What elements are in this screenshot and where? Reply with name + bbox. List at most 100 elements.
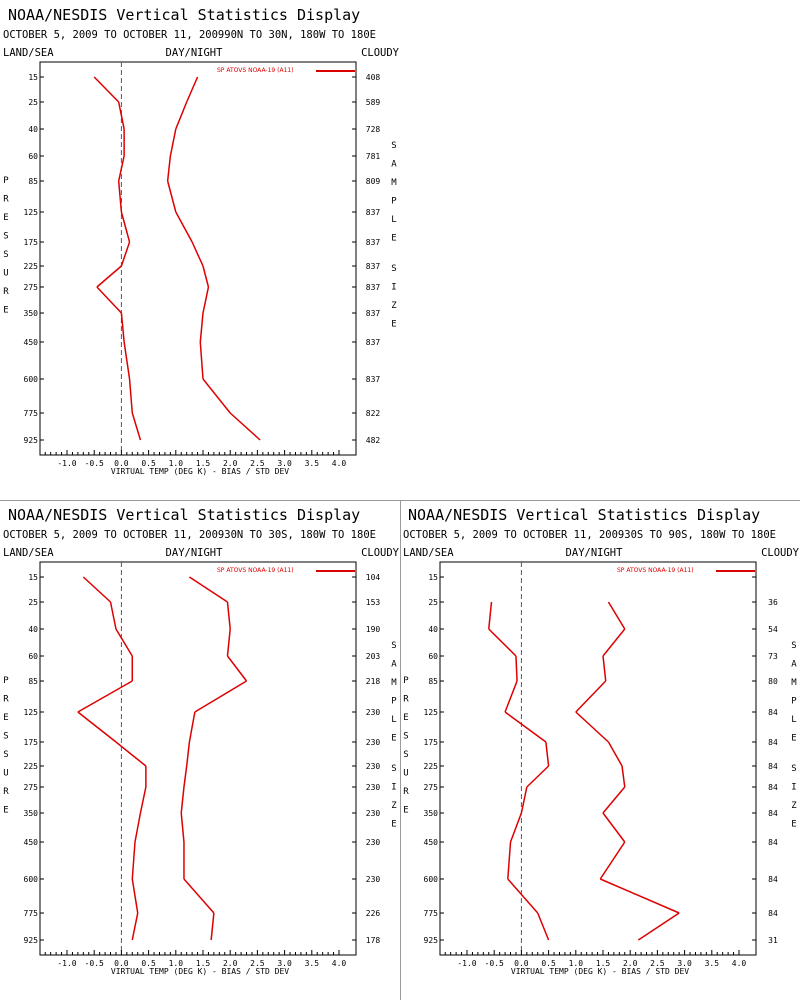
x-tick-label: 0.0 (114, 459, 129, 468)
bias-line-segment (77, 711, 117, 743)
std-dev-line-segment (202, 378, 231, 414)
pressure-level-label: 25 (428, 598, 438, 607)
std-dev-line-segment (194, 680, 247, 713)
bias-line-segment (131, 412, 142, 441)
y-axis-label-letter: E (3, 306, 8, 316)
x-tick-label: 1.5 (196, 459, 211, 468)
x-tick-label: -1.0 (57, 459, 76, 468)
y-axis-label-letter: R (3, 287, 9, 297)
sample-size-label: 230 (366, 809, 381, 818)
right-axis-label-letter: E (791, 734, 796, 744)
std-dev-line-segment (180, 786, 185, 814)
right-axis-label-letter: A (391, 660, 397, 670)
pressure-level-label: 925 (24, 936, 39, 945)
x-tick-label: -0.5 (85, 959, 104, 968)
y-axis-label-letter: P (3, 676, 9, 686)
right-axis-label-letter: P (391, 197, 397, 207)
std-dev-line-segment (602, 655, 607, 682)
cloudy-header: CLOUDY (361, 47, 400, 59)
pressure-level-label: 85 (28, 177, 38, 186)
right-axis-label-letter: L (791, 715, 796, 725)
sample-size-label: 84 (768, 738, 778, 747)
x-tick-label: -1.0 (457, 959, 476, 968)
pressure-level-label: 175 (424, 738, 439, 747)
pressure-level-label: 450 (24, 338, 39, 347)
x-tick-label: -0.5 (485, 959, 504, 968)
x-tick-label: 3.5 (305, 459, 320, 468)
sample-size-label: 837 (366, 238, 381, 247)
std-dev-line-segment (575, 680, 607, 713)
pressure-level-label: 40 (28, 625, 38, 634)
x-tick-label: 0.0 (114, 959, 129, 968)
x-tick-label: 3.0 (677, 959, 692, 968)
sample-size-label: 837 (366, 375, 381, 384)
right-axis-label-letter: E (391, 820, 396, 830)
right-axis-label-letter: P (791, 697, 797, 707)
pressure-level-label: 60 (28, 152, 38, 161)
chart-panel-90n-30n: NOAA/NESDIS Vertical Statistics Display O… (0, 0, 400, 500)
pressure-level-label: 60 (428, 652, 438, 661)
sample-size-label: 190 (366, 625, 381, 634)
std-dev-line-segment (621, 765, 626, 788)
chart-panel-30s-90s: NOAA/NESDIS Vertical Statistics Display O… (400, 500, 800, 1000)
std-dev-line-segment (226, 601, 231, 630)
sample-size-label: 218 (366, 677, 381, 686)
x-tick-label: 0.5 (141, 959, 156, 968)
std-dev-line-segment (185, 741, 191, 767)
std-dev-line-segment (175, 211, 193, 243)
bias-line-segment (526, 765, 550, 788)
bias-line-segment (120, 211, 131, 243)
right-axis-label-letter: E (791, 820, 796, 830)
bias-line-segment (520, 786, 528, 814)
chart-svg: NOAA/NESDIS Vertical Statistics Display O… (3, 6, 400, 476)
right-axis-label-letter: Z (391, 801, 397, 811)
sample-size-label: 837 (366, 283, 381, 292)
std-dev-line-segment (637, 912, 680, 941)
std-dev-line-segment (607, 741, 623, 767)
y-axis-label-letter: U (3, 769, 8, 779)
pressure-level-label: 600 (24, 875, 39, 884)
std-dev-line-segment (191, 241, 204, 267)
x-tick-label: 2.0 (223, 459, 238, 468)
y-axis-label-letter: R (403, 787, 409, 797)
pressure-level-label: 15 (428, 573, 438, 582)
x-axis-label: VIRTUAL TEMP (DEG K) - BIAS / STD DEV (111, 967, 289, 976)
sample-size-label: 230 (366, 708, 381, 717)
sample-size-label: 230 (366, 738, 381, 747)
bias-line-segment (515, 655, 518, 682)
pressure-level-label: 350 (24, 309, 39, 318)
bias-line-segment (545, 741, 550, 767)
pressure-level-label: 15 (28, 73, 38, 82)
bias-line-segment (77, 680, 133, 713)
pressure-level-label: 40 (428, 625, 438, 634)
pressure-level-label: 40 (28, 125, 38, 134)
std-dev-line-segment (188, 711, 196, 743)
sample-size-label: 104 (366, 573, 381, 582)
std-dev-line-segment (575, 711, 609, 743)
right-axis-label-letter: L (391, 715, 396, 725)
sample-size-label: 408 (366, 73, 381, 82)
right-axis-label-letter: M (791, 678, 797, 688)
chart-svg: NOAA/NESDIS Vertical Statistics Display O… (3, 506, 400, 976)
std-dev-line-segment (169, 128, 177, 157)
y-axis-label-letter: P (403, 676, 409, 686)
sample-size-label: 80 (768, 677, 778, 686)
std-dev-line-segment (199, 341, 204, 380)
pressure-level-label: 85 (428, 677, 438, 686)
x-tick-label: 3.5 (705, 959, 720, 968)
chart-title: NOAA/NESDIS Vertical Statistics Display (408, 506, 760, 524)
sample-size-label: 84 (768, 838, 778, 847)
right-axis-label-letter: E (391, 734, 396, 744)
y-axis-label-letter: S (3, 750, 8, 760)
std-dev-line-segment (602, 786, 626, 814)
bias-line-segment (117, 101, 125, 130)
y-axis-label-letter: E (403, 713, 408, 723)
right-axis-label-letter: Z (791, 801, 797, 811)
x-tick-label: 0.0 (514, 959, 529, 968)
y-axis-label-letter: S (3, 232, 8, 242)
day-night-header: DAY/NIGHT (166, 47, 224, 59)
sample-size-label: 36 (768, 598, 778, 607)
right-axis-label-letter: M (391, 678, 397, 688)
bias-line-segment (488, 601, 493, 630)
pressure-level-label: 125 (424, 708, 439, 717)
